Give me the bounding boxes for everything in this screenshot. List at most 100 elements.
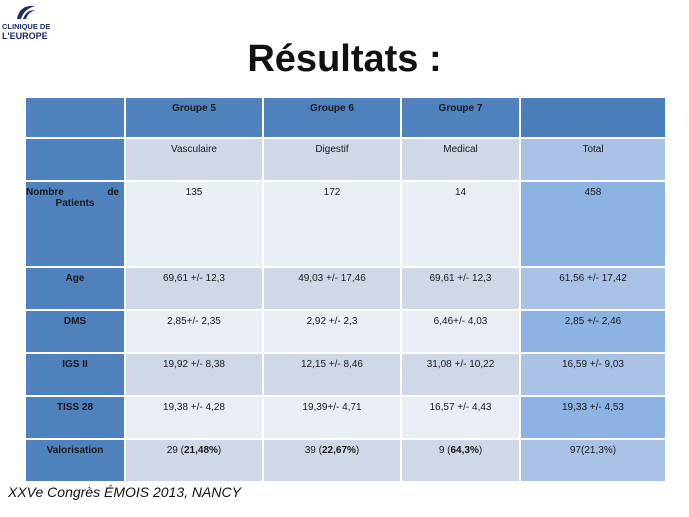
val-g5-close: ) <box>217 445 222 456</box>
group6-label: Groupe 6 <box>310 103 354 114</box>
tiss-row-header: TISS 28 <box>24 395 126 440</box>
vasculaire-cell: Vasculaire <box>124 137 264 182</box>
cell-value: 61,56 +/- 17,42 <box>559 273 627 284</box>
cell-value: 19,38 +/- 4,28 <box>163 402 225 413</box>
patients-label-word2: de <box>107 187 119 198</box>
medical-cell: Medical <box>400 137 521 182</box>
table-cell: 2,92 +/- 2,3 <box>262 309 402 354</box>
patients-g5-value: 135 <box>185 187 203 198</box>
total-header-blank <box>519 96 667 139</box>
total-subheader-cell: Total <box>519 137 667 182</box>
age-label: Age <box>65 273 85 284</box>
digestif-cell: Digestif <box>262 137 402 182</box>
valorisation-label: Valorisation <box>46 445 104 456</box>
valorisation-row-header: Valorisation <box>24 438 126 483</box>
val-g6-percent: 22,67% <box>321 445 356 456</box>
table-cell-total: 2,85 +/- 2,46 <box>519 309 667 354</box>
patients-label-word3: Patients <box>55 198 95 209</box>
cell-value: 2,92 +/- 2,3 <box>306 316 358 327</box>
table-cell: 19,39+/- 4,71 <box>262 395 402 440</box>
tiss-label: TISS 28 <box>56 402 94 413</box>
patients-g5: 135 <box>124 180 264 268</box>
val-g5-count: 29 ( <box>166 445 184 456</box>
table-row: IGS II 19,92 +/- 8,38 12,15 +/- 8,46 31,… <box>24 352 667 397</box>
igs-label: IGS II <box>62 359 88 370</box>
subheader-row: Vasculaire Digestif Medical Total <box>24 137 667 182</box>
table-row: DMS 2,85+/- 2,35 2,92 +/- 2,3 6,46+/- 4,… <box>24 309 667 354</box>
total-label: Total <box>582 144 604 155</box>
cell-value: 16,57 +/- 4,43 <box>429 402 492 413</box>
group7-label: Groupe 7 <box>438 103 483 114</box>
val-g7-close: ) <box>478 445 483 456</box>
table-cell: 19,38 +/- 4,28 <box>124 395 264 440</box>
table-cell: 2,85+/- 2,35 <box>124 309 264 354</box>
subheader-corner <box>24 137 126 182</box>
logo-mark-icon <box>17 5 35 19</box>
group5-label: Groupe 5 <box>172 103 216 114</box>
group6-header: Groupe 6 <box>262 96 402 139</box>
table-cell: 49,03 +/- 17,46 <box>262 266 402 311</box>
cell-value: 19,33 +/- 4,53 <box>562 402 624 413</box>
cell-value: 12,15 +/- 8,46 <box>301 359 363 370</box>
footer-conference: XXVe Congrès ÉMOIS 2013, NANCY <box>8 484 241 500</box>
dms-label: DMS <box>63 316 87 327</box>
logo-text-line2: L'EUROPE <box>2 31 48 41</box>
digestif-label: Digestif <box>315 144 349 155</box>
table-cell: 31,08 +/- 10,22 <box>400 352 521 397</box>
patients-g7: 14 <box>400 180 521 268</box>
group-header-row: Groupe 5 Groupe 6 Groupe 7 <box>24 96 667 139</box>
val-g5-percent: 21,48% <box>183 445 218 456</box>
results-table: Groupe 5 Groupe 6 Groupe 7 Vasculaire Di… <box>24 96 667 483</box>
valorisation-row: Valorisation 29 (21,48%) 39 (22,67%) 9 (… <box>24 438 667 483</box>
table-cell-total: 61,56 +/- 17,42 <box>519 266 667 311</box>
valorisation-g5: 29 (21,48%) <box>124 438 264 483</box>
patients-row-header: Nombre de Patients <box>24 180 126 268</box>
logo-text-line1: CLINIQUE DE <box>2 22 51 31</box>
patients-total: 458 <box>519 180 667 268</box>
cell-value: 69,61 +/- 12,3 <box>163 273 225 284</box>
group7-header: Groupe 7 <box>400 96 521 139</box>
age-row-header: Age <box>24 266 126 311</box>
valorisation-g7: 9 (64,3%) <box>400 438 521 483</box>
cell-value: 19,92 +/- 8,38 <box>163 359 225 370</box>
cell-value: 19,39+/- 4,71 <box>302 402 362 413</box>
slide-title: Résultats : <box>247 38 442 80</box>
valorisation-total: 97(21,3%) <box>519 438 667 483</box>
patients-total-value: 458 <box>584 187 602 198</box>
table-cell-total: 16,59 +/- 9,03 <box>519 352 667 397</box>
cell-value: 69,61 +/- 12,3 <box>429 273 492 284</box>
val-total-value: 97(21,3%) <box>569 445 617 456</box>
valorisation-g6: 39 (22,67%) <box>262 438 402 483</box>
dms-row-header: DMS <box>24 309 126 354</box>
header-corner <box>24 96 126 139</box>
medical-label: Medical <box>443 144 478 155</box>
val-g6-close: ) <box>355 445 360 456</box>
patients-g6: 172 <box>262 180 402 268</box>
patients-label-word1: Nombre <box>26 187 64 198</box>
table-cell: 69,61 +/- 12,3 <box>124 266 264 311</box>
clinique-logo: CLINIQUE DE L'EUROPE <box>2 3 52 41</box>
vasculaire-label: Vasculaire <box>171 144 217 155</box>
patients-g6-value: 172 <box>323 187 341 198</box>
cell-value: 2,85+/- 2,35 <box>167 316 221 327</box>
table-cell: 19,92 +/- 8,38 <box>124 352 264 397</box>
val-g7-percent: 64,3% <box>450 445 479 456</box>
cell-value: 31,08 +/- 10,22 <box>426 359 495 370</box>
cell-value: 6,46+/- 4,03 <box>433 316 488 327</box>
table-row: Age 69,61 +/- 12,3 49,03 +/- 17,46 69,61… <box>24 266 667 311</box>
table-row: TISS 28 19,38 +/- 4,28 19,39+/- 4,71 16,… <box>24 395 667 440</box>
cell-value: 2,85 +/- 2,46 <box>564 316 622 327</box>
val-g7-count: 9 ( <box>438 445 451 456</box>
patients-row: Nombre de Patients 135 172 14 458 <box>24 180 667 268</box>
group5-header: Groupe 5 <box>124 96 264 139</box>
table-cell: 69,61 +/- 12,3 <box>400 266 521 311</box>
cell-value: 49,03 +/- 17,46 <box>298 273 366 284</box>
table-cell-total: 19,33 +/- 4,53 <box>519 395 667 440</box>
table-cell: 16,57 +/- 4,43 <box>400 395 521 440</box>
patients-g7-value: 14 <box>454 187 467 198</box>
igs-row-header: IGS II <box>24 352 126 397</box>
table-cell: 12,15 +/- 8,46 <box>262 352 402 397</box>
cell-value: 16,59 +/- 9,03 <box>562 359 624 370</box>
val-g6-count: 39 ( <box>304 445 322 456</box>
table-cell: 6,46+/- 4,03 <box>400 309 521 354</box>
